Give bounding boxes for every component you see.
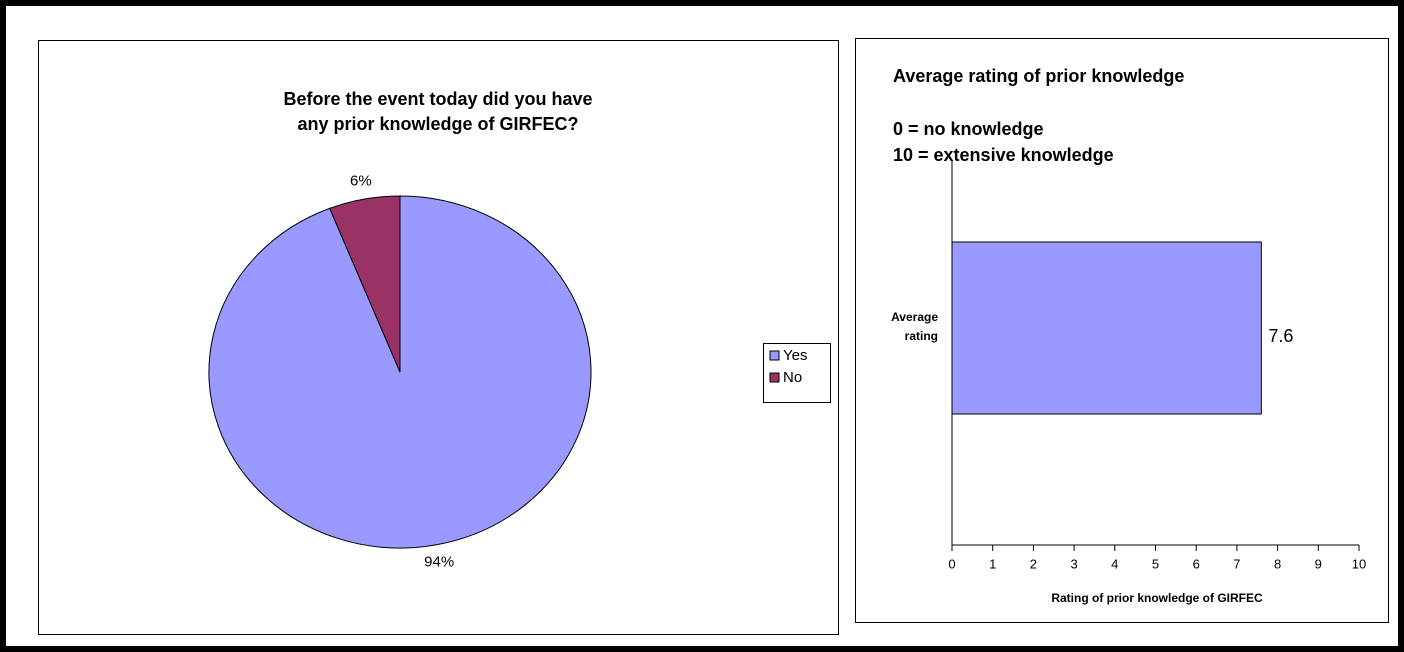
x-tick-label: 10 (1352, 556, 1366, 571)
x-tick-label: 5 (1152, 556, 1159, 571)
legend-swatch (769, 372, 780, 383)
pie-slice (329, 195, 401, 373)
x-tick-label: 6 (1193, 556, 1200, 571)
data-label: 94% (424, 554, 454, 571)
chart-title: Average rating of prior knowledge (893, 66, 1184, 86)
x-tick-label: 2 (1030, 556, 1037, 571)
legend-label: No (783, 369, 802, 386)
data-label: 7.6 (1268, 326, 1293, 346)
x-tick-label: 8 (1274, 556, 1281, 571)
chart-subtitle: 0 = no knowledge (893, 119, 1044, 139)
x-tick-label: 4 (1111, 556, 1118, 571)
chart-title: Before the event today did you have (283, 89, 592, 109)
legend-label: Yes (783, 347, 807, 364)
legend-swatch (769, 350, 780, 361)
x-tick-label: 3 (1070, 556, 1077, 571)
data-label: 6% (350, 172, 372, 189)
y-tick-label: Average rating (891, 310, 938, 343)
x-tick-label: 9 (1315, 556, 1322, 571)
chart-subtitle: 10 = extensive knowledge (893, 145, 1114, 165)
x-tick-label: 0 (948, 556, 955, 571)
x-axis-label: Rating of prior knowledge of GIRFEC (1051, 591, 1263, 605)
chart-title: any prior knowledge of GIRFEC? (297, 114, 578, 134)
x-tick-label: 1 (989, 556, 996, 571)
x-tick-label: 7 (1233, 556, 1240, 571)
bar (951, 241, 1262, 415)
